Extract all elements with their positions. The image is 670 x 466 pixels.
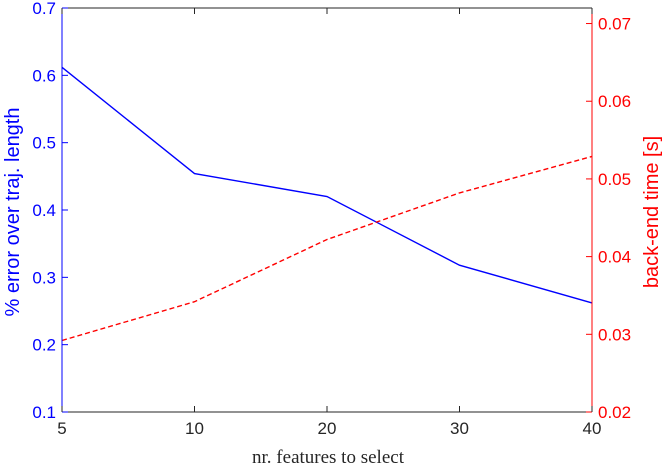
x-axis-label: nr. features to select <box>252 447 405 466</box>
x-axis: 5 10 20 30 40 <box>57 8 601 438</box>
x-tick-label: 5 <box>57 419 66 438</box>
right-y-axis-label: back-end time [s] <box>641 136 663 288</box>
left-tick-label: 0.4 <box>32 201 56 220</box>
right-y-axis: 0.02 0.03 0.04 0.05 0.06 0.07 <box>586 8 631 422</box>
x-tick-label: 10 <box>185 419 204 438</box>
left-tick-label: 0.7 <box>32 0 56 18</box>
x-tick-label: 30 <box>450 419 469 438</box>
error-series-line <box>61 66 593 304</box>
right-tick-label: 0.06 <box>598 92 631 111</box>
left-tick-label: 0.3 <box>32 268 56 287</box>
right-tick-label: 0.02 <box>598 403 631 422</box>
right-tick-label: 0.05 <box>598 170 631 189</box>
left-y-axis-label: % error over traj. length <box>2 108 24 317</box>
left-tick-label: 0.1 <box>32 403 56 422</box>
left-tick-label: 0.5 <box>32 134 56 153</box>
back-end-time-series-line <box>61 155 593 342</box>
right-tick-label: 0.07 <box>598 15 631 34</box>
plot-area <box>62 7 592 413</box>
series-layer <box>61 66 593 342</box>
plot-background <box>62 8 592 412</box>
left-tick-label: 0.2 <box>32 336 56 355</box>
left-tick-label: 0.6 <box>32 66 56 85</box>
right-tick-label: 0.03 <box>598 325 631 344</box>
left-y-axis: 0.1 0.2 0.3 0.4 0.5 0.6 0.7 <box>32 0 68 422</box>
right-tick-label: 0.04 <box>598 248 631 267</box>
x-tick-label: 40 <box>583 419 602 438</box>
x-tick-label: 20 <box>318 419 337 438</box>
